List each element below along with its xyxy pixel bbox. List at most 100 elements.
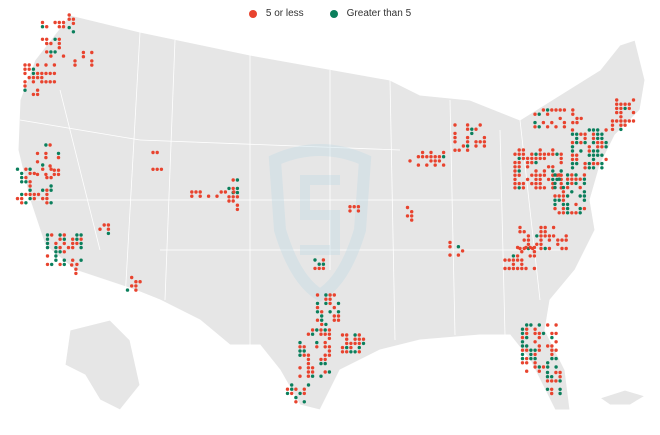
location-dot-greater-than-5	[79, 245, 83, 250]
location-dot-greater-than-5	[302, 349, 306, 353]
location-dot-5-or-less	[518, 225, 522, 230]
location-dot-5-or-less	[583, 166, 587, 170]
location-dot-5-or-less	[513, 177, 517, 182]
location-dot-greater-than-5	[227, 186, 231, 191]
location-dot-5-or-less	[235, 195, 240, 199]
location-dots	[15, 13, 636, 404]
location-dot-greater-than-5	[45, 245, 50, 250]
location-dot-5-or-less	[526, 238, 531, 242]
location-dot-5-or-less	[561, 198, 566, 202]
location-dot-5-or-less	[324, 297, 328, 301]
location-dot-5-or-less	[57, 41, 61, 46]
location-dot-greater-than-5	[570, 132, 575, 136]
location-dot-5-or-less	[58, 237, 62, 241]
location-dot-greater-than-5	[62, 258, 66, 262]
location-dot-greater-than-5	[317, 262, 321, 266]
location-dot-5-or-less	[530, 156, 534, 161]
location-dot-5-or-less	[206, 194, 211, 198]
location-dot-5-or-less	[49, 167, 53, 171]
location-dot-greater-than-5	[565, 181, 570, 186]
location-dot-5-or-less	[558, 116, 562, 121]
location-dot-5-or-less	[40, 71, 44, 76]
location-dot-5-or-less	[522, 238, 526, 242]
location-dot-5-or-less	[45, 254, 50, 258]
location-dot-5-or-less	[575, 116, 579, 121]
legend-item-greater-than-5: Greater than 5	[329, 8, 411, 19]
location-dot-5-or-less	[48, 164, 52, 168]
location-dot-5-or-less	[28, 184, 32, 188]
location-dot-5-or-less	[542, 152, 547, 156]
location-dot-5-or-less	[24, 192, 28, 197]
location-dot-5-or-less	[405, 205, 410, 210]
location-dot-greater-than-5	[320, 314, 324, 318]
location-dot-5-or-less	[525, 165, 530, 169]
location-dot-greater-than-5	[619, 127, 623, 132]
location-dot-5-or-less	[575, 157, 579, 162]
location-dot-5-or-less	[542, 186, 547, 190]
location-dot-5-or-less	[302, 391, 306, 396]
location-dot-5-or-less	[356, 209, 361, 213]
location-dot-5-or-less	[596, 161, 600, 166]
location-dot-5-or-less	[610, 123, 615, 127]
location-dot-greater-than-5	[600, 136, 604, 141]
location-dot-5-or-less	[578, 177, 582, 181]
location-dot-5-or-less	[194, 190, 198, 194]
location-dot-5-or-less	[294, 387, 298, 391]
location-dot-5-or-less	[102, 223, 106, 227]
location-dot-greater-than-5	[574, 173, 578, 177]
location-dot-5-or-less	[317, 266, 321, 271]
location-dot-5-or-less	[90, 59, 94, 63]
location-dot-greater-than-5	[71, 30, 76, 34]
location-dot-5-or-less	[62, 250, 66, 254]
location-dot-5-or-less	[532, 266, 537, 271]
location-dot-5-or-less	[40, 75, 44, 80]
location-dot-greater-than-5	[520, 331, 525, 336]
location-dot-greater-than-5	[537, 323, 541, 327]
location-dot-greater-than-5	[62, 237, 66, 241]
location-dot-5-or-less	[511, 262, 516, 266]
location-dot-5-or-less	[574, 177, 578, 181]
location-dot-greater-than-5	[553, 198, 557, 202]
land	[17, 14, 647, 411]
location-dot-5-or-less	[583, 136, 587, 141]
location-dot-5-or-less	[545, 125, 550, 129]
location-dot-5-or-less	[340, 345, 345, 350]
location-dot-5-or-less	[587, 149, 591, 153]
location-dot-5-or-less	[336, 314, 341, 318]
location-dot-greater-than-5	[517, 169, 521, 173]
location-dot-greater-than-5	[310, 332, 315, 336]
location-dot-greater-than-5	[315, 301, 320, 306]
location-dot-greater-than-5	[558, 391, 562, 396]
location-dot-5-or-less	[562, 125, 567, 129]
location-dot-greater-than-5	[591, 140, 596, 145]
location-dot-greater-than-5	[537, 112, 541, 116]
location-dot-5-or-less	[583, 161, 587, 166]
location-dot-5-or-less	[541, 108, 546, 112]
location-dot-5-or-less	[554, 370, 558, 375]
location-dot-5-or-less	[32, 171, 36, 176]
location-dot-5-or-less	[511, 266, 516, 271]
location-dot-5-or-less	[511, 258, 516, 262]
location-dot-5-or-less	[361, 337, 366, 341]
location-dot-5-or-less	[235, 203, 240, 207]
location-dot-5-or-less	[45, 25, 49, 29]
location-dot-5-or-less	[553, 206, 557, 211]
location-dot-greater-than-5	[550, 375, 554, 379]
location-dot-5-or-less	[79, 237, 83, 241]
location-dot-greater-than-5	[456, 245, 461, 249]
location-dot-5-or-less	[554, 331, 558, 336]
location-dot-5-or-less	[503, 258, 507, 262]
location-dot-5-or-less	[56, 155, 61, 160]
location-dot-5-or-less	[453, 140, 457, 144]
state-border	[499, 129, 506, 336]
location-dot-5-or-less	[554, 348, 558, 352]
location-dot-greater-than-5	[470, 127, 474, 131]
location-dot-greater-than-5	[290, 387, 294, 391]
location-dot-5-or-less	[416, 163, 421, 167]
location-dot-5-or-less	[416, 155, 421, 159]
location-dot-5-or-less	[35, 151, 40, 156]
location-dot-greater-than-5	[20, 192, 24, 197]
location-dot-5-or-less	[332, 305, 336, 310]
location-dot-5-or-less	[522, 230, 526, 234]
location-dot-5-or-less	[219, 190, 223, 194]
